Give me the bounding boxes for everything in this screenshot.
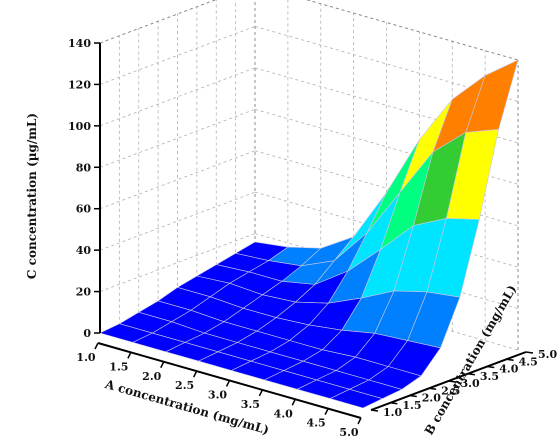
y-tick — [506, 358, 514, 361]
x-tick-label: 1.0 — [76, 351, 95, 364]
y-tick — [467, 373, 475, 376]
x-tick — [324, 408, 329, 415]
y-tick — [370, 409, 379, 412]
y-tick-label: 2.5 — [441, 384, 460, 397]
y-tick-label: 3.5 — [480, 370, 499, 383]
x-tick — [225, 380, 231, 387]
x-tick — [127, 352, 132, 359]
y-tick — [448, 380, 456, 383]
chart-walls — [99, 0, 519, 351]
y-tick-label: 5.0 — [538, 348, 557, 361]
x-tick — [291, 398, 296, 406]
x-tick-label: 4.5 — [307, 417, 326, 430]
z-tick-label: 80 — [76, 161, 92, 174]
y-tick — [429, 387, 437, 390]
x-tick-label: 3.0 — [208, 389, 227, 402]
x-tick — [160, 361, 165, 369]
surface-patch — [329, 388, 383, 409]
x-tick-label: 5.0 — [339, 426, 358, 439]
y-tick-label: 3.0 — [461, 377, 480, 390]
z-tick-label: 60 — [76, 203, 92, 216]
y-tick-label: 1.5 — [402, 399, 421, 412]
x-tick — [357, 417, 362, 425]
surface-mesh — [99, 59, 519, 409]
y-tick-label: 4.0 — [499, 363, 518, 376]
y-tick — [390, 402, 398, 405]
chart-axes: 0204060801001201401.01.52.02.53.03.54.04… — [68, 37, 557, 439]
z-tick-label: 0 — [83, 327, 91, 340]
y-tick — [487, 365, 495, 369]
z-axis-title: C concentration (µg/mL) — [25, 113, 39, 279]
z-tick-label: 20 — [76, 286, 92, 299]
z-tick-label: 40 — [76, 244, 92, 257]
x-tick — [94, 342, 99, 350]
x-tick-label: 2.5 — [175, 379, 194, 392]
z-tick-label: 120 — [68, 78, 91, 91]
z-tick-label: 100 — [68, 120, 91, 133]
y-tick-label: 1.0 — [383, 406, 402, 419]
y-tick — [525, 351, 534, 354]
x-tick-label: 2.0 — [142, 370, 161, 383]
x-tick — [258, 389, 264, 397]
x-tick — [192, 370, 198, 378]
y-tick — [409, 394, 417, 398]
x-tick-label: 1.5 — [109, 360, 128, 373]
y-tick-label: 4.5 — [519, 355, 538, 368]
z-tick-label: 140 — [68, 37, 91, 50]
y-tick-label: 2.0 — [422, 392, 441, 405]
x-tick-label: 4.0 — [274, 407, 293, 420]
x-tick-label: 3.5 — [241, 398, 260, 411]
